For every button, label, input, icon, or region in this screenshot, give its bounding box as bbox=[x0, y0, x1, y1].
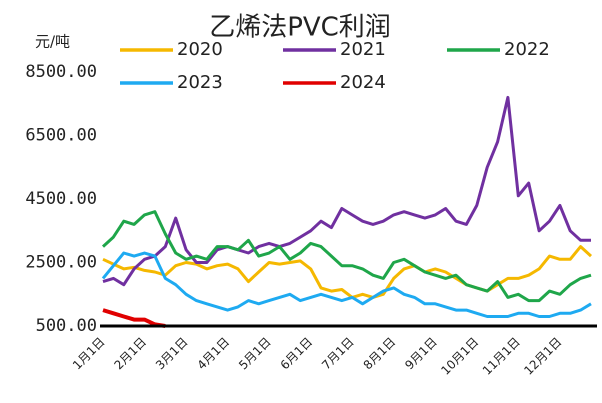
legend-label: 2024 bbox=[340, 72, 386, 93]
x-tick-label: 9月1日 bbox=[402, 335, 440, 373]
y-tick-label: 2500.00 bbox=[25, 253, 97, 273]
x-tick-label: 8月1日 bbox=[361, 335, 399, 373]
x-tick-label: 12月1日 bbox=[521, 335, 564, 378]
x-tick-label: 10月1日 bbox=[438, 335, 481, 378]
x-tick-label: 3月1日 bbox=[153, 335, 191, 373]
series-line bbox=[101, 210, 592, 303]
series-line bbox=[102, 95, 591, 287]
chart-title: 乙烯法PVC利润 bbox=[209, 13, 391, 43]
x-tick-label: 7月1日 bbox=[319, 335, 357, 373]
x-tick-label: 6月1日 bbox=[278, 335, 316, 373]
legend-label: 2023 bbox=[177, 72, 223, 93]
series-line bbox=[102, 308, 166, 328]
x-tick-label: 4月1日 bbox=[195, 335, 233, 373]
x-tick-label: 11月1日 bbox=[480, 335, 523, 378]
x-tick-label: 2月1日 bbox=[111, 335, 149, 373]
legend-label: 2020 bbox=[177, 39, 223, 60]
y-tick-label: 6500.00 bbox=[25, 126, 97, 146]
y-tick-label: 8500.00 bbox=[25, 62, 97, 82]
series-line bbox=[101, 251, 592, 318]
x-tick-label: 1月1日 bbox=[70, 335, 108, 373]
legend-label: 2022 bbox=[504, 39, 550, 60]
series-line bbox=[102, 245, 593, 299]
legend-label: 2021 bbox=[340, 39, 386, 60]
y-tick-label: 500.00 bbox=[36, 316, 97, 336]
y-unit: 元/吨 bbox=[35, 33, 70, 51]
x-tick-label: 5月1日 bbox=[236, 335, 274, 373]
y-tick-label: 4500.00 bbox=[25, 189, 97, 209]
